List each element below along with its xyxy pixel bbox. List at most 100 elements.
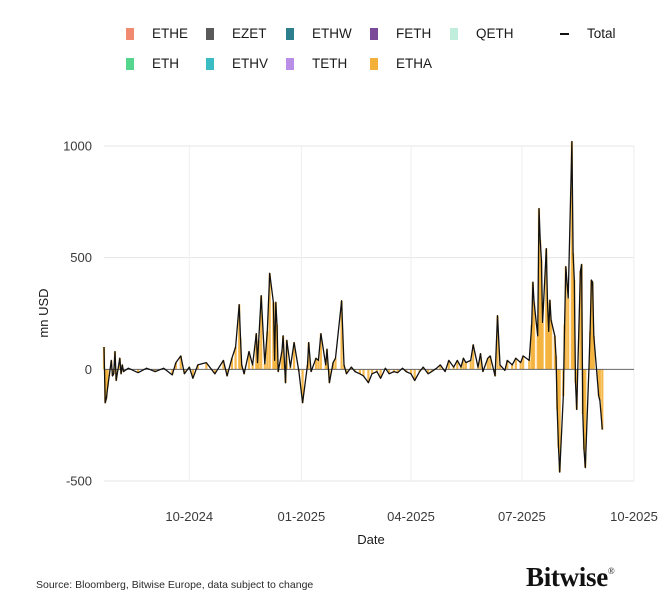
flow-bar — [472, 344, 475, 370]
flow-bar — [353, 369, 357, 372]
flow-bar — [601, 369, 604, 430]
flow-bar — [379, 369, 382, 379]
flow-bar — [430, 369, 433, 372]
x-axis: 10-2024 01-2025 04-2025 07-2025 10-2025 — [165, 509, 657, 524]
flow-bar — [405, 369, 408, 372]
flow-bar — [106, 369, 109, 388]
flow-bar — [592, 335, 595, 370]
flow-bar — [570, 141, 573, 370]
legend-label: Total — [587, 26, 616, 41]
flow-bar — [370, 369, 374, 374]
flow-bar — [498, 364, 502, 370]
legend-swatch — [450, 27, 458, 40]
y-tick-label: -500 — [66, 474, 92, 489]
flow-bar — [324, 364, 327, 370]
legend-swatch — [206, 27, 214, 40]
flow-bar — [268, 273, 271, 370]
flow-bar — [413, 369, 416, 381]
flow-bar — [392, 369, 396, 372]
legend-item-total: Total — [560, 26, 616, 41]
legend-label: ETHV — [232, 56, 269, 71]
flow-bar — [409, 369, 413, 374]
flow-bar — [319, 333, 322, 370]
flow-bar — [489, 355, 492, 370]
flow-bar — [251, 364, 254, 370]
flow-bar — [367, 369, 370, 383]
flow-bar — [522, 355, 525, 370]
x-axis-title: Date — [357, 532, 384, 547]
flow-bar — [238, 304, 241, 370]
legend-item-etha: ETHA — [370, 56, 432, 71]
flow-bar — [301, 369, 304, 403]
grid-lines — [104, 145, 635, 482]
flow-bar — [225, 369, 229, 377]
flow-bar — [479, 353, 482, 370]
flow-bar — [469, 360, 472, 370]
flow-bar — [532, 302, 536, 370]
flow-bar — [459, 367, 463, 370]
flow-bar — [598, 369, 601, 401]
bitwise-logo: Bitwise® — [526, 562, 615, 593]
flow-bar — [325, 349, 329, 370]
legend-label: QETH — [476, 26, 514, 41]
flow-bar — [282, 335, 285, 370]
legend-label: EZET — [232, 26, 267, 41]
flow-bar — [531, 282, 534, 370]
legend-item-ezet: EZET — [206, 26, 267, 41]
flow-bar — [154, 369, 157, 372]
flow-bar — [462, 358, 465, 370]
flow-bar — [547, 331, 550, 370]
legend-label: ETHE — [152, 26, 189, 41]
legend-swatch — [206, 57, 214, 70]
flow-bar — [582, 369, 586, 450]
flow-bar — [536, 335, 539, 370]
legend-item-feth: FETH — [370, 26, 431, 41]
flow-bar — [540, 259, 543, 370]
flow-bar — [260, 295, 263, 370]
legend-swatch — [286, 57, 294, 70]
legend-label: TETH — [312, 56, 348, 71]
legend-label: FETH — [396, 26, 432, 41]
flow-bar — [439, 364, 442, 370]
y-tick-label: 0 — [85, 362, 92, 377]
flow-bar — [234, 347, 237, 370]
flow-bar — [546, 302, 549, 370]
legend-line — [560, 32, 569, 35]
flow-bar — [388, 369, 391, 374]
flow-bar — [456, 360, 459, 370]
legend-label: ETH — [152, 56, 179, 71]
flow-bar — [280, 351, 283, 370]
flow-bar — [530, 324, 533, 370]
flow-bar — [590, 280, 593, 370]
legend-label: ETHW — [312, 26, 352, 41]
flow-bar — [597, 369, 600, 397]
flow-bar — [239, 338, 242, 370]
y-axis-title: mn USD — [36, 288, 51, 337]
flow-bar — [213, 369, 216, 374]
flow-bar — [358, 369, 361, 374]
flow-bar — [222, 360, 225, 370]
flow-bar — [362, 369, 365, 377]
flow-bar — [375, 369, 379, 372]
legend-swatch — [370, 57, 378, 70]
x-tick-label: 10-2025 — [610, 509, 658, 524]
flow-bar — [317, 360, 320, 370]
flow-bar — [548, 300, 552, 370]
x-tick-label: 10-2024 — [165, 509, 213, 524]
flow-bar — [506, 360, 509, 370]
flow-bar — [171, 369, 174, 375]
flow-bar — [426, 369, 430, 374]
flow-bar — [496, 315, 499, 370]
legend-item-ethv: ETHV — [206, 56, 268, 71]
brand-name: Bitwise — [526, 562, 608, 592]
flow-bar — [314, 358, 318, 370]
flow-bar — [255, 333, 258, 370]
x-tick-label: 01-2025 — [278, 509, 326, 524]
legend-item-ethw: ETHW — [286, 26, 352, 41]
flow-bar — [519, 362, 522, 370]
flow-bar — [274, 302, 277, 370]
flow-bar — [557, 369, 560, 448]
flow-bar — [539, 239, 542, 370]
flow-bar — [564, 266, 567, 370]
flow-bar — [292, 342, 296, 370]
